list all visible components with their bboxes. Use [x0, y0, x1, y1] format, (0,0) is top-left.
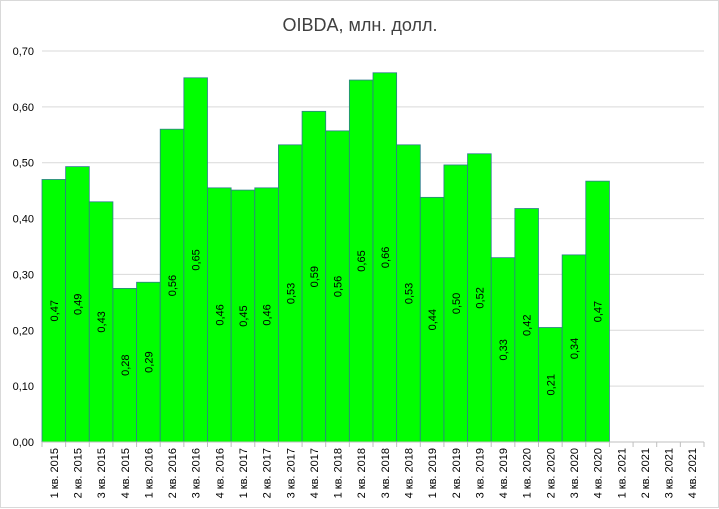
y-tick-label: 0,10 — [13, 381, 34, 393]
data-label: 0,43 — [96, 311, 108, 332]
x-tick-label: 2 кв. 2015 — [72, 448, 84, 498]
data-label: 0,33 — [498, 339, 510, 360]
x-tick-label: 1 кв. 2021 — [616, 448, 628, 498]
x-tick-label: 3 кв. 2016 — [191, 448, 203, 498]
x-tick-label: 1 кв. 2016 — [143, 448, 155, 498]
y-tick-label: 0,00 — [13, 437, 34, 449]
y-tick-label: 0,30 — [13, 269, 34, 281]
x-tick-label: 1 кв. 2019 — [427, 448, 439, 498]
data-label: 0,53 — [285, 283, 297, 304]
y-tick-label: 0,20 — [13, 325, 34, 337]
y-tick-label: 0,70 — [13, 46, 34, 58]
x-tick-label: 2 кв. 2020 — [545, 448, 557, 498]
data-label: 0,59 — [309, 266, 321, 287]
y-tick-label: 0,40 — [13, 214, 34, 226]
data-label: 0,49 — [72, 294, 84, 315]
x-tick-labels: 1 кв. 2015 2 кв. 2015 3 кв. 2015 4 кв. 2015… — [49, 448, 699, 498]
x-tick-label: 3 кв. 2015 — [96, 448, 108, 498]
x-tick-label: 2 кв. 2018 — [356, 448, 368, 498]
x-tick-label: 2 кв. 2016 — [167, 448, 179, 498]
x-tick-label: 1 кв. 2020 — [522, 448, 534, 498]
x-tick-label: 3 кв. 2018 — [380, 448, 392, 498]
x-tick-label: 2 кв. 2017 — [262, 448, 274, 498]
x-tick-label: 1 кв. 2018 — [333, 448, 345, 498]
x-tick-label: 1 кв. 2015 — [49, 448, 61, 498]
data-label: 0,29 — [143, 351, 155, 372]
data-label: 0,28 — [120, 354, 132, 375]
x-tick-label: 3 кв. 2020 — [569, 448, 581, 498]
x-tick-label: 3 кв. 2019 — [474, 448, 486, 498]
data-label: 0,42 — [522, 315, 534, 336]
data-label: 0,53 — [403, 283, 415, 304]
data-label: 0,21 — [545, 374, 557, 395]
y-tick-label: 0,50 — [13, 158, 34, 170]
chart-title: OIBDA, млн. долл. — [283, 15, 438, 35]
axis-layer — [41, 441, 705, 447]
x-tick-label: 3 кв. 2017 — [285, 448, 297, 498]
data-label: 0,65 — [191, 249, 203, 270]
y-tick-label: 0,60 — [13, 102, 34, 114]
x-tick-label: 4 кв. 2021 — [687, 448, 699, 498]
data-label: 0,56 — [167, 275, 179, 296]
x-tick-label: 4 кв. 2020 — [593, 448, 605, 498]
data-label: 0,46 — [262, 304, 274, 325]
x-tick-label: 4 кв. 2019 — [498, 448, 510, 498]
x-tick-label: 4 кв. 2015 — [120, 448, 132, 498]
data-label: 0,47 — [49, 300, 61, 321]
data-label: 0,46 — [214, 304, 226, 325]
x-tick-label: 4 кв. 2016 — [214, 448, 226, 498]
x-tick-label: 2 кв. 2021 — [640, 448, 652, 498]
y-tick-labels: 0,00 0,10 0,20 0,30 0,40 0,50 0,60 0,70 — [13, 46, 34, 449]
data-label: 0,50 — [451, 293, 463, 314]
data-label: 0,65 — [356, 250, 368, 271]
data-labels: 0,47 0,49 0,43 0,28 0,29 0,56 0,65 0,46 0,45 0,46… — [49, 247, 605, 396]
data-label: 0,34 — [569, 338, 581, 359]
data-label: 0,66 — [380, 247, 392, 268]
data-label: 0,56 — [333, 276, 345, 297]
data-label: 0,44 — [427, 309, 439, 330]
data-label: 0,52 — [474, 287, 486, 308]
x-tick-label: 2 кв. 2019 — [451, 448, 463, 498]
x-tick-label: 4 кв. 2017 — [309, 448, 321, 498]
data-label: 0,45 — [238, 305, 250, 326]
data-label: 0,47 — [593, 301, 605, 322]
x-tick-label: 4 кв. 2018 — [403, 448, 415, 498]
x-tick-label: 1 кв. 2017 — [238, 448, 250, 498]
bars-layer — [41, 72, 610, 443]
x-tick-label: 3 кв. 2021 — [664, 448, 676, 498]
